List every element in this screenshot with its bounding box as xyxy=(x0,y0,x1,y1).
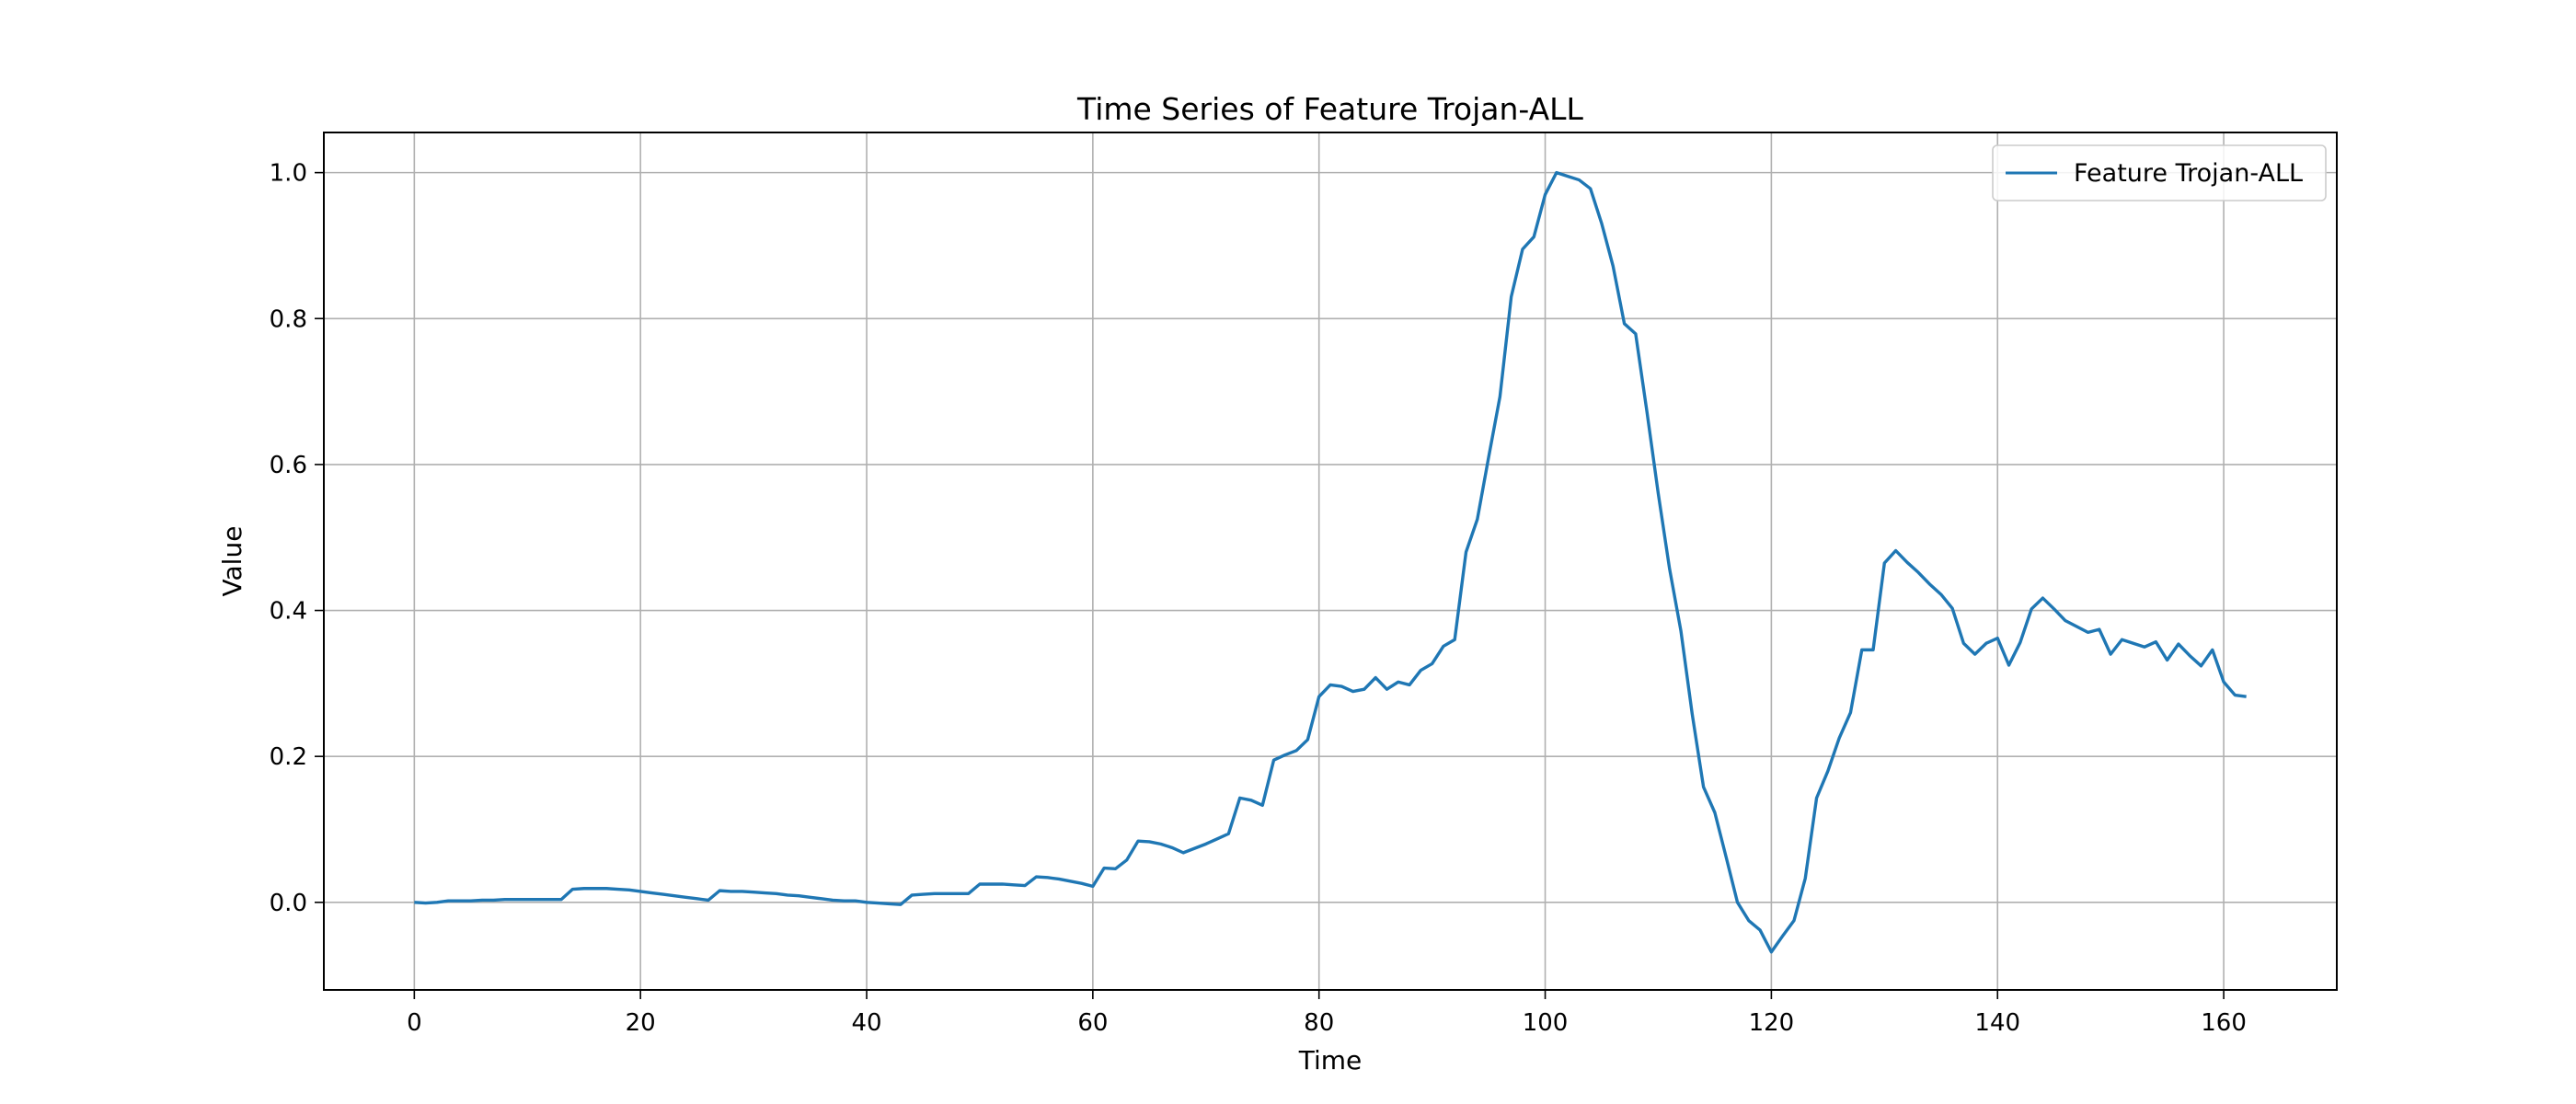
ticks: 0 20 40 60 80 100 120 140 160 0.0 0.2 0.4 0.6 0.8 1.0 xyxy=(270,160,2247,1037)
legend-box xyxy=(1992,144,2327,201)
x-tick-label: 40 xyxy=(851,1009,881,1037)
y-tick-label: 0.2 xyxy=(270,743,307,771)
x-tick-label: 20 xyxy=(626,1009,656,1037)
x-tick-label: 100 xyxy=(1523,1009,1569,1037)
series-layer xyxy=(414,170,2247,954)
grid xyxy=(324,132,2337,990)
legend-entry-label: Feature Trojan-ALL xyxy=(2074,159,2303,188)
y-tick-label: 0.4 xyxy=(270,598,307,626)
y-tick-label: 0.6 xyxy=(270,452,307,479)
y-axis-label: Value xyxy=(217,526,247,597)
x-tick-label: 60 xyxy=(1077,1009,1108,1037)
y-tick-label: 1.0 xyxy=(270,160,307,188)
x-tick-label: 160 xyxy=(2201,1009,2247,1037)
series-line xyxy=(414,170,2247,954)
x-tick-label: 140 xyxy=(1974,1009,2020,1037)
x-tick-label: 0 xyxy=(407,1009,422,1037)
y-tick-label: 0.8 xyxy=(270,305,307,333)
y-tick-label: 0.0 xyxy=(270,890,307,917)
x-axis-label: Time xyxy=(1298,1045,1363,1075)
plot-frame xyxy=(323,132,2338,991)
chart-title: Time Series of Feature Trojan-ALL xyxy=(1076,91,1583,127)
legend: Feature Trojan-ALL xyxy=(1992,144,2327,201)
x-tick-label: 120 xyxy=(1749,1009,1795,1037)
x-tick-label: 80 xyxy=(1304,1009,1334,1037)
